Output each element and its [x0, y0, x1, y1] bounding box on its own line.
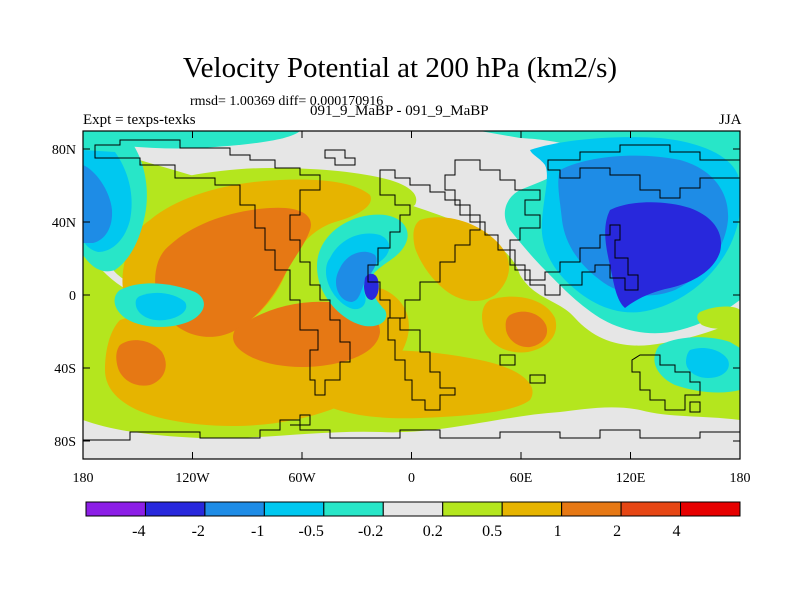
axis-ticks	[82, 131, 741, 459]
colorbar-label: -2	[192, 523, 205, 540]
colorbar-label: 0.2	[423, 523, 443, 540]
x-tick-label: 0	[408, 471, 415, 486]
y-axis-labels: 80N 40N 0 40S 80S	[52, 143, 76, 450]
coastlines	[83, 139, 740, 441]
y-tick-label: 0	[69, 289, 76, 304]
subtitle: 091_9_MaBP - 091_9_MaBP	[310, 103, 489, 119]
colorbar-label: -4	[132, 523, 145, 540]
contour-field	[83, 131, 740, 459]
colorbar-swatch	[561, 501, 622, 517]
colorbar-label: 1	[554, 523, 562, 540]
x-tick-label: 180	[730, 471, 751, 486]
colorbar-swatch	[204, 501, 265, 517]
plot-title: Velocity Potential at 200 hPa (km2/s)	[182, 52, 618, 84]
colorbar-swatch	[442, 501, 503, 517]
season-label: JJA	[719, 112, 742, 128]
stats-text: rmsd= 1.00369 diff= 0.000170916	[190, 94, 384, 109]
experiment-label: Expt = texps-texks	[83, 112, 196, 128]
colorbar-swatch	[144, 501, 206, 517]
y-tick-label: 80S	[54, 435, 76, 450]
colorbar-label: 0.5	[482, 523, 502, 540]
x-tick-label: 60W	[288, 471, 316, 486]
colorbar-swatch	[382, 501, 444, 517]
x-tick-label: 120E	[616, 471, 646, 486]
colorbar-label: 4	[673, 523, 681, 540]
colorbar-label: 2	[613, 523, 621, 540]
colorbar-swatch	[323, 501, 384, 517]
y-tick-label: 80N	[52, 143, 76, 158]
colorbar-swatch	[85, 501, 146, 517]
y-tick-label: 40S	[54, 362, 76, 377]
x-tick-label: 120W	[175, 471, 210, 486]
colorbar-swatch	[501, 501, 563, 517]
x-axis-labels: 180 120W 60W 0 60E 120E 180	[73, 471, 751, 486]
colorbar-label: -1	[251, 523, 264, 540]
colorbar-label: -0.5	[298, 523, 323, 540]
x-tick-label: 60E	[510, 471, 533, 486]
colorbar-swatch	[620, 501, 682, 517]
y-tick-label: 40N	[52, 216, 76, 231]
colorbar-swatch	[680, 501, 741, 517]
x-tick-label: 180	[73, 471, 94, 486]
colorbar: -4 -2 -1 -0.5 -0.2 0.2 0.5 1 2 4	[85, 501, 741, 540]
colorbar-label: -0.2	[358, 523, 383, 540]
colorbar-swatch	[263, 501, 325, 517]
